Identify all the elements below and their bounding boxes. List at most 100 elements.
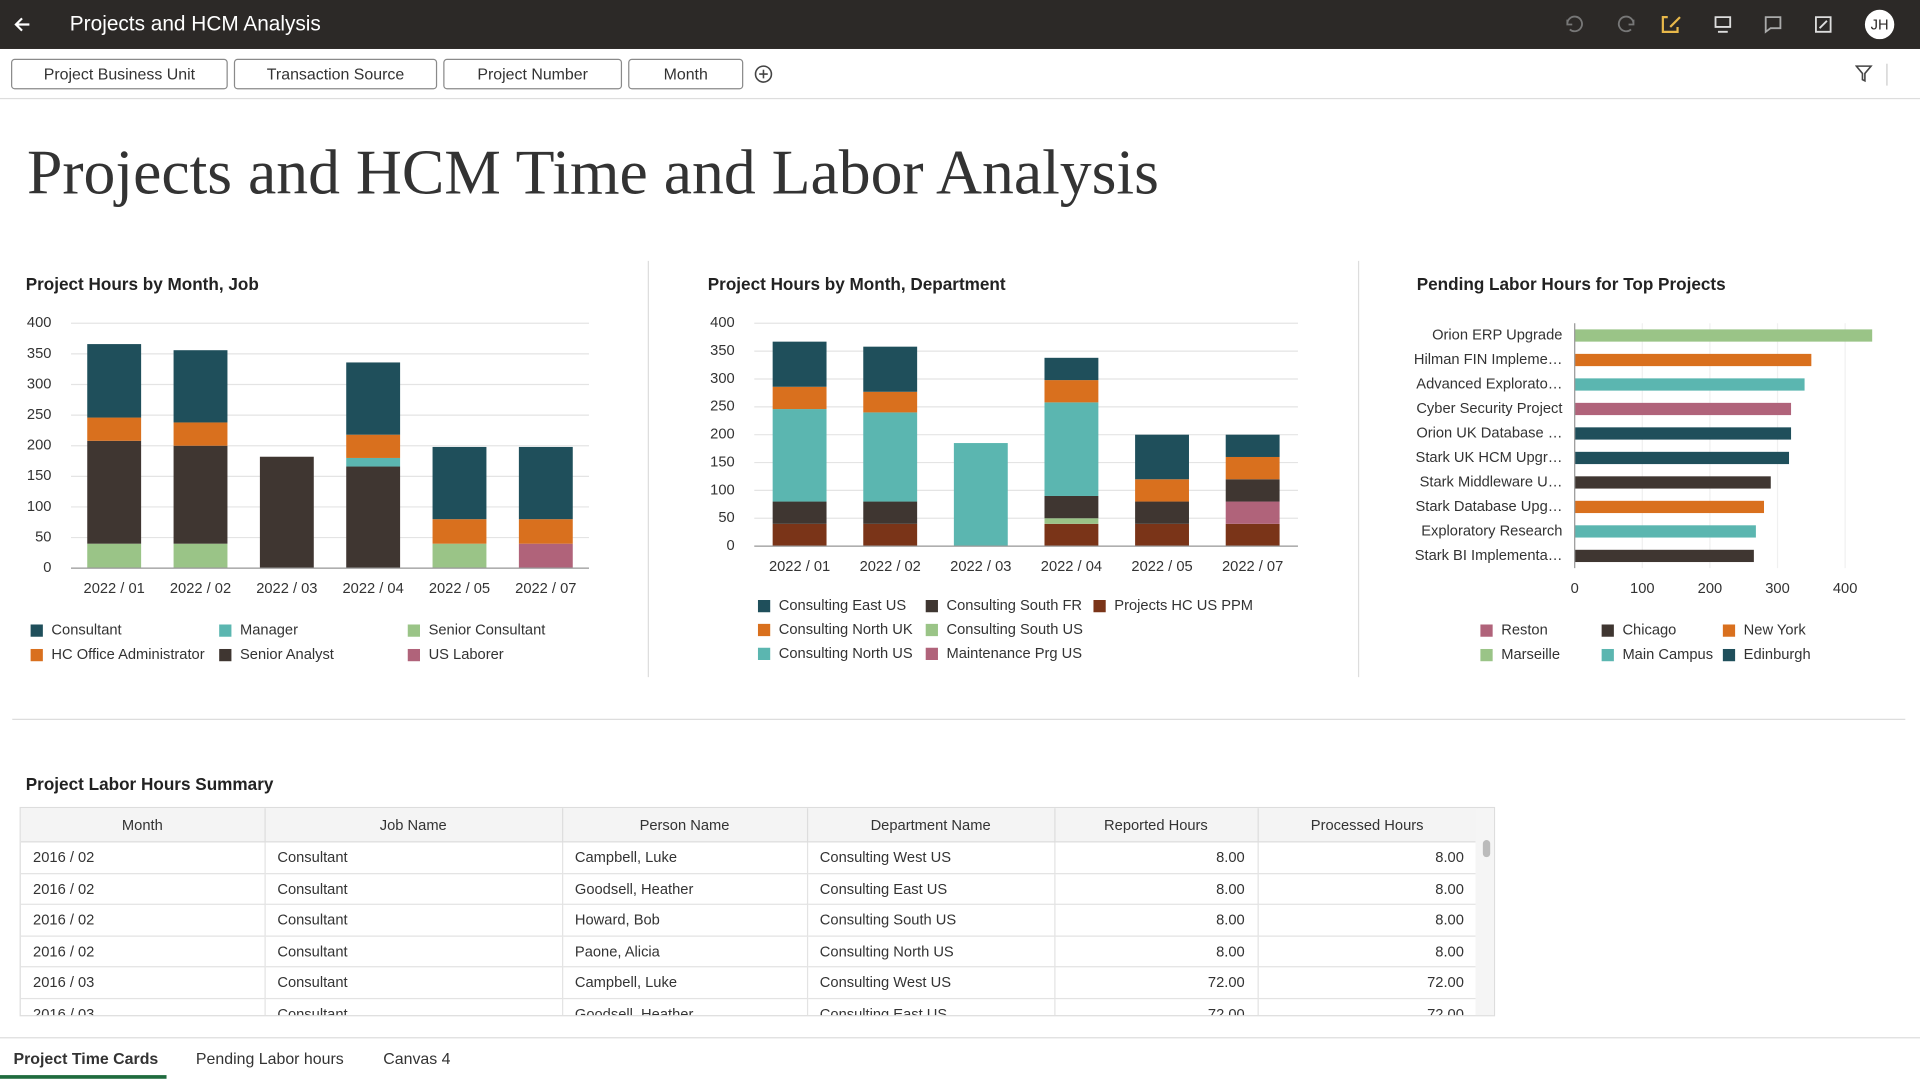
bar-segment	[863, 391, 918, 413]
table-cell: Campbell, Luke	[562, 841, 808, 874]
column-header: Department Name	[806, 808, 1055, 843]
bar-segment	[346, 466, 401, 569]
table-cell: 2016 / 02	[20, 935, 266, 968]
bar-segment	[1044, 380, 1099, 403]
x-tick-label: 2022 / 07	[1222, 559, 1283, 575]
bar-segment	[173, 350, 228, 423]
data-icon[interactable]	[1714, 16, 1732, 33]
table-cell: 8.00	[1257, 904, 1478, 937]
bar-segment	[518, 519, 573, 544]
legend-swatch	[30, 624, 43, 637]
avatar[interactable]: JH	[1864, 9, 1895, 40]
bar-segment	[1135, 434, 1189, 480]
filter-button[interactable]: Month	[628, 58, 744, 90]
table: Month Job Name Person Name Department Name R…	[20, 808, 1478, 1016]
table-cell: Campbell, Luke	[562, 966, 808, 999]
table-cell: Consulting West US	[806, 841, 1055, 874]
y-tick-label: 200	[710, 427, 735, 443]
table-cell: 2016 / 02	[20, 841, 266, 874]
legend-label: Consulting South FR	[947, 598, 1083, 614]
legend-swatch	[1722, 624, 1736, 637]
comment-icon[interactable]	[1764, 16, 1782, 34]
legend-swatch	[925, 600, 938, 613]
bar	[1574, 353, 1812, 367]
table-cell: Consulting South US	[806, 904, 1055, 937]
legend-label: Marseille	[1501, 647, 1560, 663]
bar	[1574, 549, 1754, 563]
scrollbar[interactable]	[1475, 808, 1494, 1016]
chart-title: Project Hours by Month, Job	[26, 274, 259, 294]
column-header: Processed Hours	[1257, 808, 1478, 843]
bar-segment	[772, 341, 827, 387]
table-cell: 8.00	[1054, 904, 1259, 937]
x-tick-label: 2022 / 01	[769, 559, 830, 575]
filter-button[interactable]: Project Business Unit	[11, 58, 228, 90]
legend-label: Consulting South US	[947, 622, 1084, 638]
edit-icon[interactable]	[1661, 16, 1681, 33]
bar-segment	[863, 523, 918, 547]
legend-label: Consulting North UK	[779, 622, 913, 638]
y-tick-label: Hilman FIN Impleme…	[1414, 352, 1563, 368]
legend-label: Chicago	[1622, 622, 1676, 638]
column-header: Reported Hours	[1054, 808, 1259, 843]
tab[interactable]: Canvas 4	[383, 1049, 451, 1068]
table-cell: Consulting North US	[806, 935, 1055, 968]
table-cell: 8.00	[1257, 841, 1478, 874]
redo-icon[interactable]	[1617, 15, 1635, 33]
bar-segment	[1225, 479, 1280, 502]
scroll-thumb[interactable]	[1482, 840, 1491, 858]
legend-swatch	[219, 624, 232, 637]
y-tick-label: 300	[27, 376, 52, 392]
legend-swatch	[1601, 648, 1614, 662]
column-header: Month	[20, 808, 266, 843]
y-tick-label: 400	[27, 315, 52, 331]
bar-segment	[432, 446, 487, 520]
bar-segment	[1044, 518, 1099, 524]
table-cell: Consultant	[264, 841, 563, 874]
y-tick-label: 200	[27, 438, 52, 454]
table-cell: Consultant	[264, 904, 563, 937]
legend-swatch	[1480, 624, 1493, 637]
undo-icon[interactable]	[1566, 15, 1583, 33]
present-icon[interactable]	[1814, 16, 1832, 33]
tab[interactable]: Project Time Cards	[13, 1049, 159, 1068]
column-header: Person Name	[562, 808, 808, 843]
bar-segment	[1044, 495, 1099, 519]
legend-swatch	[407, 648, 420, 662]
x-tick-label: 100	[1630, 581, 1655, 597]
bar-segment	[346, 362, 401, 435]
legend-label: Senior Consultant	[429, 622, 546, 638]
legend-swatch	[925, 647, 938, 660]
tab[interactable]: Pending Labor hours	[195, 1049, 344, 1068]
table-cell: Consultant	[264, 935, 563, 968]
y-tick-label: 300	[710, 371, 735, 387]
x-tick-label: 400	[1833, 581, 1858, 597]
back-button[interactable]	[12, 15, 32, 35]
bar-segment	[1135, 479, 1189, 502]
legend-swatch	[757, 600, 771, 613]
filter-icon[interactable]	[1855, 63, 1892, 86]
y-tick-label: 350	[710, 343, 735, 359]
canvas-title: Projects and HCM Time and Labor Analysis	[26, 138, 1159, 209]
divider	[0, 1037, 1920, 1039]
table-cell: 8.00	[1054, 873, 1259, 905]
filter-button[interactable]: Transaction Source	[233, 58, 438, 90]
y-tick-label: Stark Middleware U…	[1420, 474, 1563, 490]
table-row: 2016 / 03 Consultant Campbell, Luke Consult…	[20, 966, 1478, 999]
table-cell: 2016 / 02	[20, 873, 266, 905]
table-cell: 8.00	[1054, 935, 1259, 968]
bar-segment	[518, 543, 573, 569]
y-tick-label: Cyber Security Project	[1416, 401, 1562, 417]
app-title: Projects and HCM Analysis	[69, 12, 321, 36]
y-tick-label: 250	[710, 399, 735, 415]
bar-segment	[1225, 501, 1280, 524]
filter-button[interactable]: Project Number	[443, 58, 623, 90]
legend-label: Main Campus	[1622, 647, 1713, 663]
y-tick-label: 150	[710, 454, 735, 470]
table-cell: Paone, Alicia	[562, 935, 808, 968]
add-filter[interactable]	[753, 64, 774, 85]
bar-segment	[1044, 357, 1099, 381]
bar-segment	[1135, 523, 1189, 547]
